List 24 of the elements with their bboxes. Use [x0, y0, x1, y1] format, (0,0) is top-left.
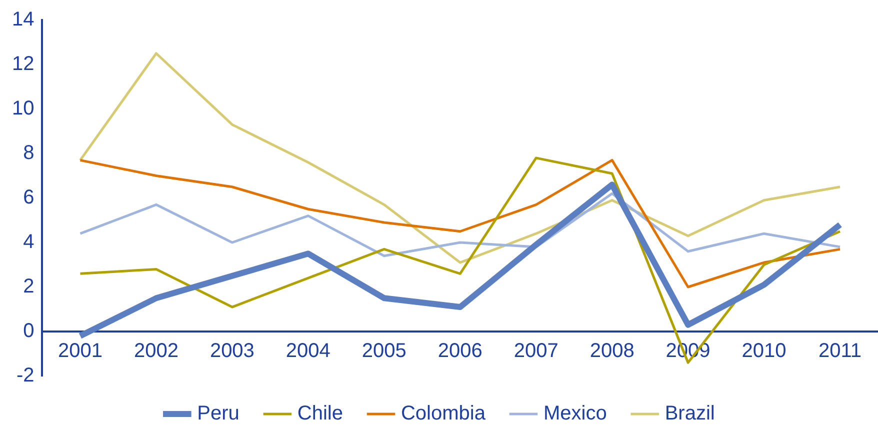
y-tick-label: 2 — [23, 276, 34, 298]
y-tick-label: 4 — [23, 231, 34, 254]
legend-label: Colombia — [400, 402, 486, 425]
x-tick-label: 2007 — [514, 340, 558, 362]
legend-label: Chile — [297, 402, 343, 425]
x-tick-label: 2011 — [818, 340, 862, 362]
x-tick-label: 2004 — [286, 340, 330, 362]
y-tick-label: 10 — [12, 98, 34, 120]
legend-label: Brazil — [664, 402, 715, 425]
y-tick-label: 14 — [12, 8, 34, 31]
y-tick-label: 12 — [12, 53, 34, 76]
x-tick-label: 2010 — [742, 340, 786, 362]
x-tick-label: 2001 — [58, 340, 102, 362]
y-tick-label: 6 — [23, 186, 34, 209]
x-tick-label: 2002 — [134, 340, 178, 362]
legend-label: Peru — [197, 402, 240, 425]
x-tick-label: 2005 — [362, 340, 406, 362]
y-tick-label: -2 — [16, 364, 34, 387]
x-tick-label: 2006 — [438, 340, 482, 362]
y-tick-label: 8 — [23, 142, 34, 164]
x-tick-label: 2003 — [210, 340, 254, 362]
x-tick-label: 2008 — [590, 340, 634, 362]
legend-label: Mexico — [543, 402, 607, 425]
y-tick-label: 0 — [23, 320, 34, 342]
